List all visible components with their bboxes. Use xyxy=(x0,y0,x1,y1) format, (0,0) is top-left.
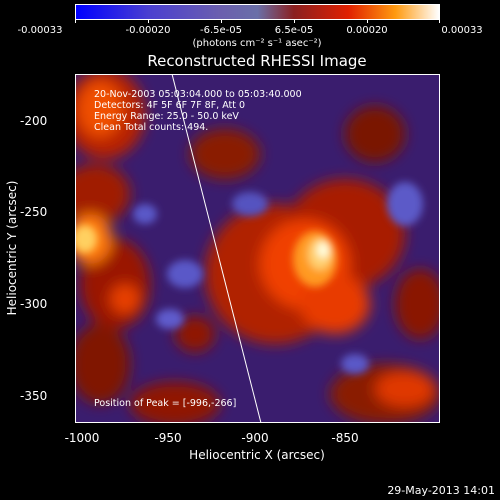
y-tick-label: -350 xyxy=(20,389,48,403)
annotation-clean: Clean Total counts: 494. xyxy=(94,122,209,133)
timestamp: 29-May-2013 14:01 xyxy=(387,484,495,497)
colorbar-tick xyxy=(439,20,440,23)
colorbar-label: 0.00033 xyxy=(441,25,483,36)
x-axis-label: Heliocentric X (arcsec) xyxy=(189,448,325,462)
colorbar-tick xyxy=(75,20,76,23)
annotation-detectors: Detectors: 4F 5F 6F 7F 8F, Att 0 xyxy=(94,100,246,111)
colorbar-tick xyxy=(148,20,149,23)
colorbar-tick xyxy=(221,20,222,23)
x-tick-label: -850 xyxy=(331,431,359,445)
colorbar-label: 0.00020 xyxy=(346,25,388,36)
annotation-peak: Position of Peak = [-996,-266] xyxy=(94,398,237,409)
y-tick-label: -250 xyxy=(20,205,48,219)
colorbar-label: -0.00020 xyxy=(125,25,171,36)
plot-title: Reconstructed RHESSI Image xyxy=(147,52,367,70)
colorbar-units: (photons cm⁻² s⁻¹ asec⁻²) xyxy=(192,38,322,49)
colorbar xyxy=(75,4,440,20)
colorbar-tick xyxy=(367,20,368,23)
x-tick-label: -900 xyxy=(241,431,269,445)
colorbar-tick xyxy=(294,20,295,23)
colorbar-label: -0.00033 xyxy=(17,25,63,36)
annotation-time-range: 20-Nov-2003 05:03:04.000 to 05:03:40.000 xyxy=(94,89,302,100)
x-tick-label: -950 xyxy=(154,431,182,445)
colorbar-label: 6.5e-05 xyxy=(274,25,314,36)
y-axis-label: Heliocentric Y (arcsec) xyxy=(5,180,19,316)
x-tick-label: -1000 xyxy=(64,431,100,445)
annotation-energy: Energy Range: 25.0 - 50.0 keV xyxy=(94,111,239,122)
y-tick-label: -300 xyxy=(20,297,48,311)
colorbar-label: -6.5e-05 xyxy=(200,25,242,36)
y-tick-label: -200 xyxy=(20,114,48,128)
rhessi-image xyxy=(75,74,440,423)
